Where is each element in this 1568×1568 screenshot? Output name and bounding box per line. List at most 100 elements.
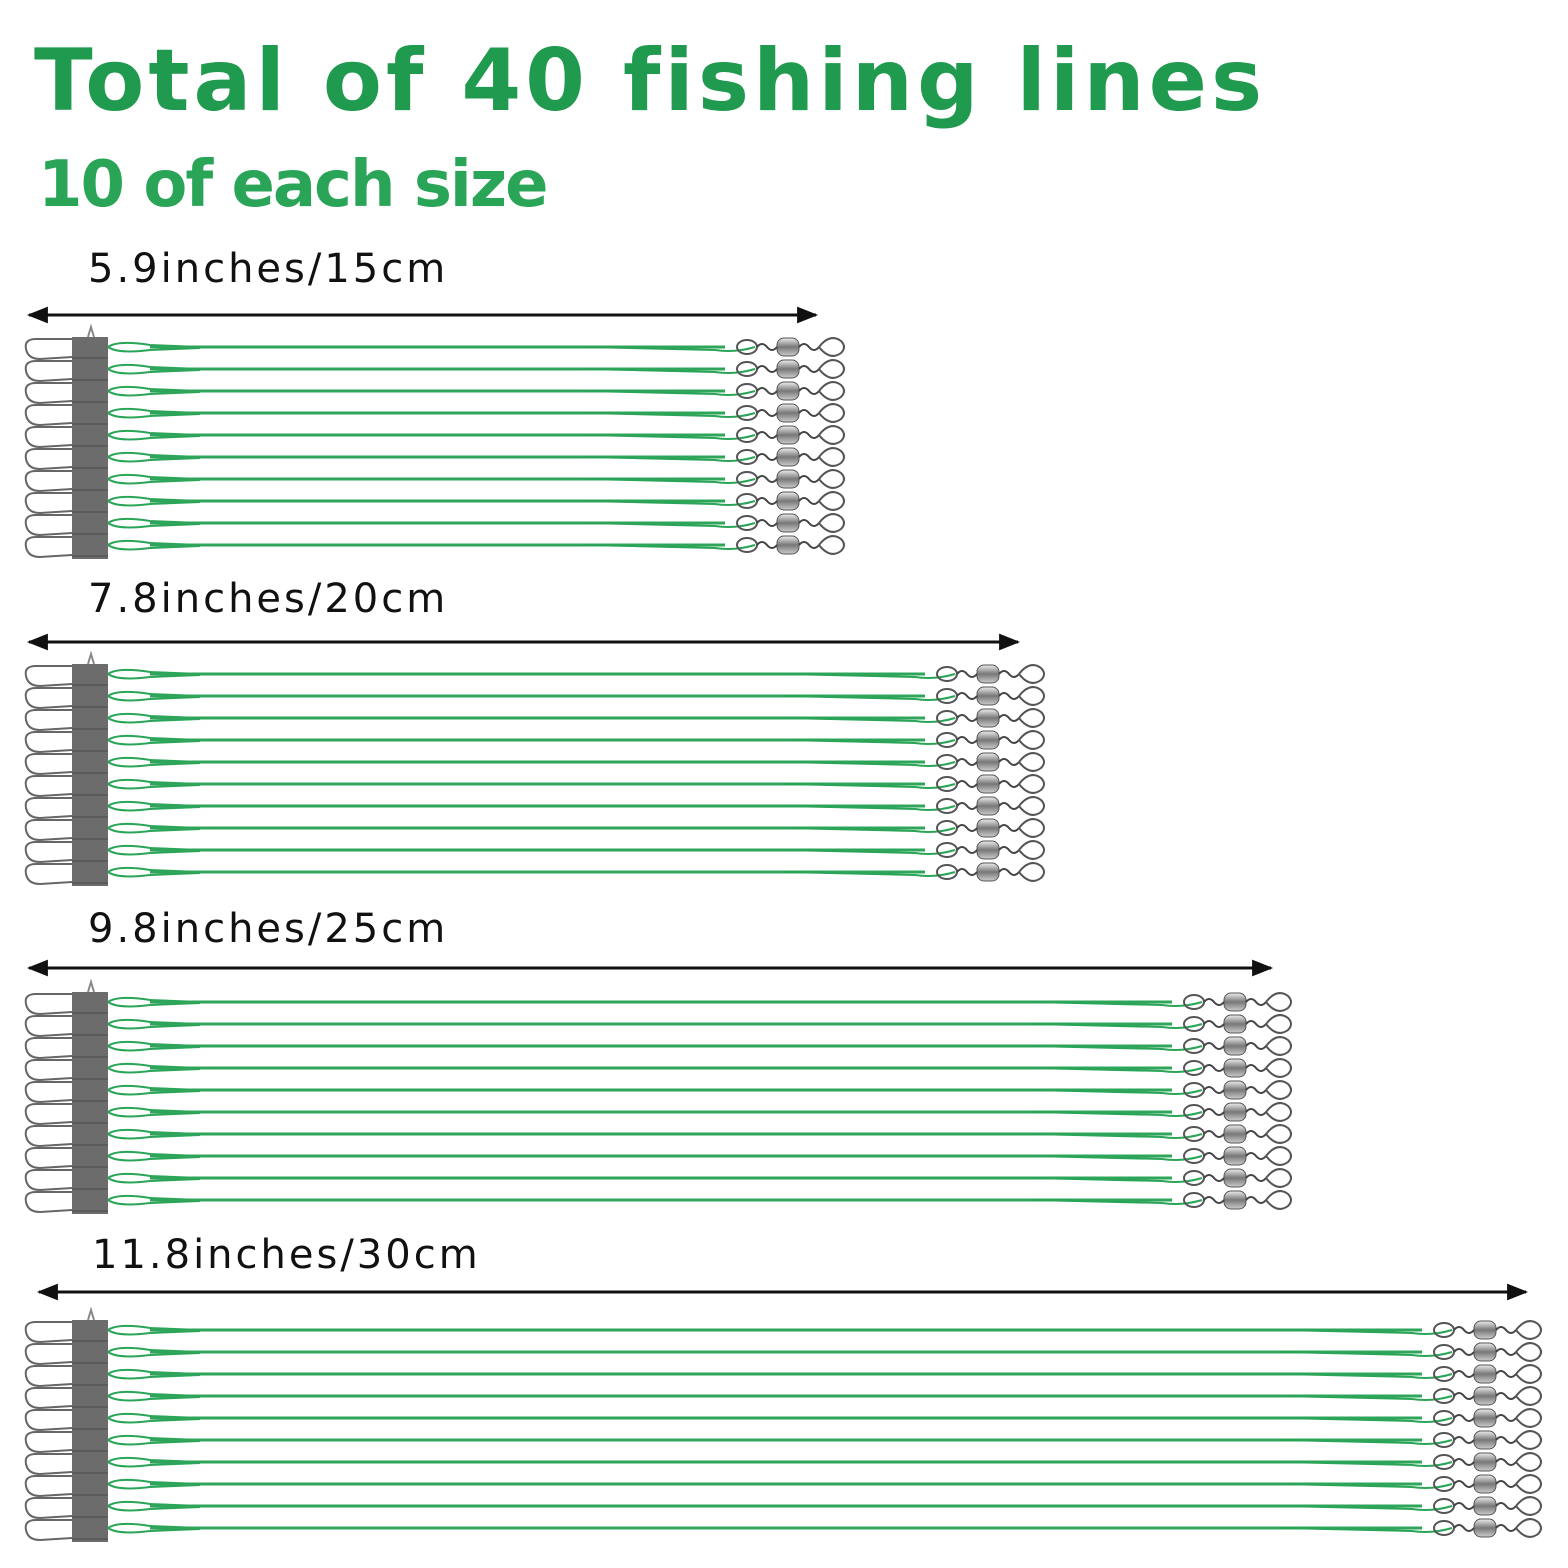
swivel-eye-end — [1265, 1036, 1292, 1056]
loop-start — [107, 1194, 201, 1201]
swivel-eye-end — [818, 359, 845, 379]
snap-pin — [87, 323, 95, 338]
swivel-wire — [1203, 1152, 1267, 1160]
loop-start — [107, 1172, 201, 1179]
loop-start — [107, 1522, 201, 1529]
loop-start — [107, 1478, 201, 1485]
snap-loop — [24, 514, 73, 537]
loop-end — [584, 456, 756, 462]
loop-start — [107, 1018, 201, 1025]
loop-start — [107, 1434, 201, 1441]
loop-start — [107, 673, 201, 680]
loop-start — [107, 517, 201, 524]
swivel-eye-end — [1018, 686, 1045, 706]
snap-loop — [24, 448, 73, 471]
swivel-barrel — [976, 774, 1000, 794]
snap-loop — [24, 1431, 73, 1454]
swivel-eye — [1183, 1016, 1205, 1032]
snap-loop — [24, 1081, 73, 1104]
swivel-barrel — [976, 862, 1000, 882]
loop-end — [584, 346, 756, 352]
swivel-eye-end — [818, 469, 845, 489]
swivel-eye-end — [1265, 1124, 1292, 1144]
loop-start — [107, 690, 201, 697]
snap-loop — [24, 841, 73, 864]
loop-start — [107, 866, 201, 873]
size-label: 11.8inches/30cm — [92, 1232, 481, 1278]
loop-start — [107, 695, 201, 702]
loop-start — [107, 668, 201, 675]
swivel-eye-end — [1018, 818, 1045, 838]
swivel-eye-end — [1515, 1430, 1542, 1450]
swivel-wire — [1453, 1392, 1517, 1400]
loop-end — [1031, 1177, 1203, 1183]
snap-loop — [24, 993, 73, 1016]
loop-start — [107, 429, 201, 436]
snap-loop — [24, 1453, 73, 1476]
loop-start — [107, 1505, 201, 1512]
swivel-wire — [1453, 1436, 1517, 1444]
swivel-barrel — [1473, 1342, 1497, 1362]
swivel-eye-end — [1265, 1014, 1292, 1034]
swivel-barrel — [1223, 1168, 1247, 1188]
swivel-eye-end — [818, 337, 845, 357]
loop-start — [107, 1062, 201, 1069]
snap-loop — [24, 1169, 73, 1192]
loop-end — [1031, 1133, 1203, 1139]
swivel-eye-end — [1018, 862, 1045, 882]
swivel-wire — [1453, 1480, 1517, 1488]
snap-loop — [24, 1015, 73, 1038]
swivel-wire — [756, 387, 820, 395]
swivel-barrel — [1223, 1036, 1247, 1056]
sleeve-bar — [72, 992, 108, 1214]
loop-start — [107, 1177, 201, 1184]
swivel-eye-end — [1018, 664, 1045, 684]
loop-start — [107, 871, 201, 878]
loop-start — [107, 1500, 201, 1507]
swivel-barrel — [1223, 1014, 1247, 1034]
swivel-eye-end — [1018, 774, 1045, 794]
loop-start — [107, 1001, 201, 1008]
swivel-eye-end — [1265, 1190, 1292, 1210]
rig-group: 9.8inches/25cm — [24, 906, 1292, 1214]
swivel-wire — [756, 409, 820, 417]
loop-end — [1281, 1461, 1453, 1467]
loop-end — [1031, 1155, 1203, 1161]
swivel-wire — [956, 846, 1020, 854]
loop-start — [107, 478, 201, 485]
loop-start — [107, 1133, 201, 1140]
loop-end — [584, 478, 756, 484]
loop-start — [107, 1412, 201, 1419]
loop-start — [107, 1106, 201, 1113]
snap-pin — [87, 1306, 95, 1321]
loop-start — [107, 712, 201, 719]
swivel-eye-end — [1018, 708, 1045, 728]
swivel-barrel — [976, 686, 1000, 706]
swivel-wire — [956, 692, 1020, 700]
swivel-barrel — [1473, 1474, 1497, 1494]
swivel-eye-end — [818, 447, 845, 467]
snap-loop — [24, 1519, 73, 1542]
swivel-eye-end — [1265, 1146, 1292, 1166]
loop-start — [107, 739, 201, 746]
rig-group: 11.8inches/30cm — [24, 1232, 1542, 1542]
loop-start — [107, 1461, 201, 1468]
loop-start — [107, 544, 201, 551]
swivel-wire — [1203, 1086, 1267, 1094]
swivel-eye-end — [1515, 1342, 1542, 1362]
snap-loop — [24, 1125, 73, 1148]
loop-start — [107, 1456, 201, 1463]
swivel-barrel — [976, 840, 1000, 860]
swivel-wire — [956, 714, 1020, 722]
swivel-barrel — [976, 818, 1000, 838]
snap-loop — [24, 1147, 73, 1170]
swivel-wire — [756, 365, 820, 373]
swivel-barrel — [776, 381, 800, 401]
swivel-wire — [756, 497, 820, 505]
rig-group: 7.8inches/20cm — [24, 576, 1045, 886]
swivel-wire — [956, 780, 1020, 788]
loop-end — [1031, 1199, 1203, 1205]
swivel-barrel — [1473, 1518, 1497, 1538]
